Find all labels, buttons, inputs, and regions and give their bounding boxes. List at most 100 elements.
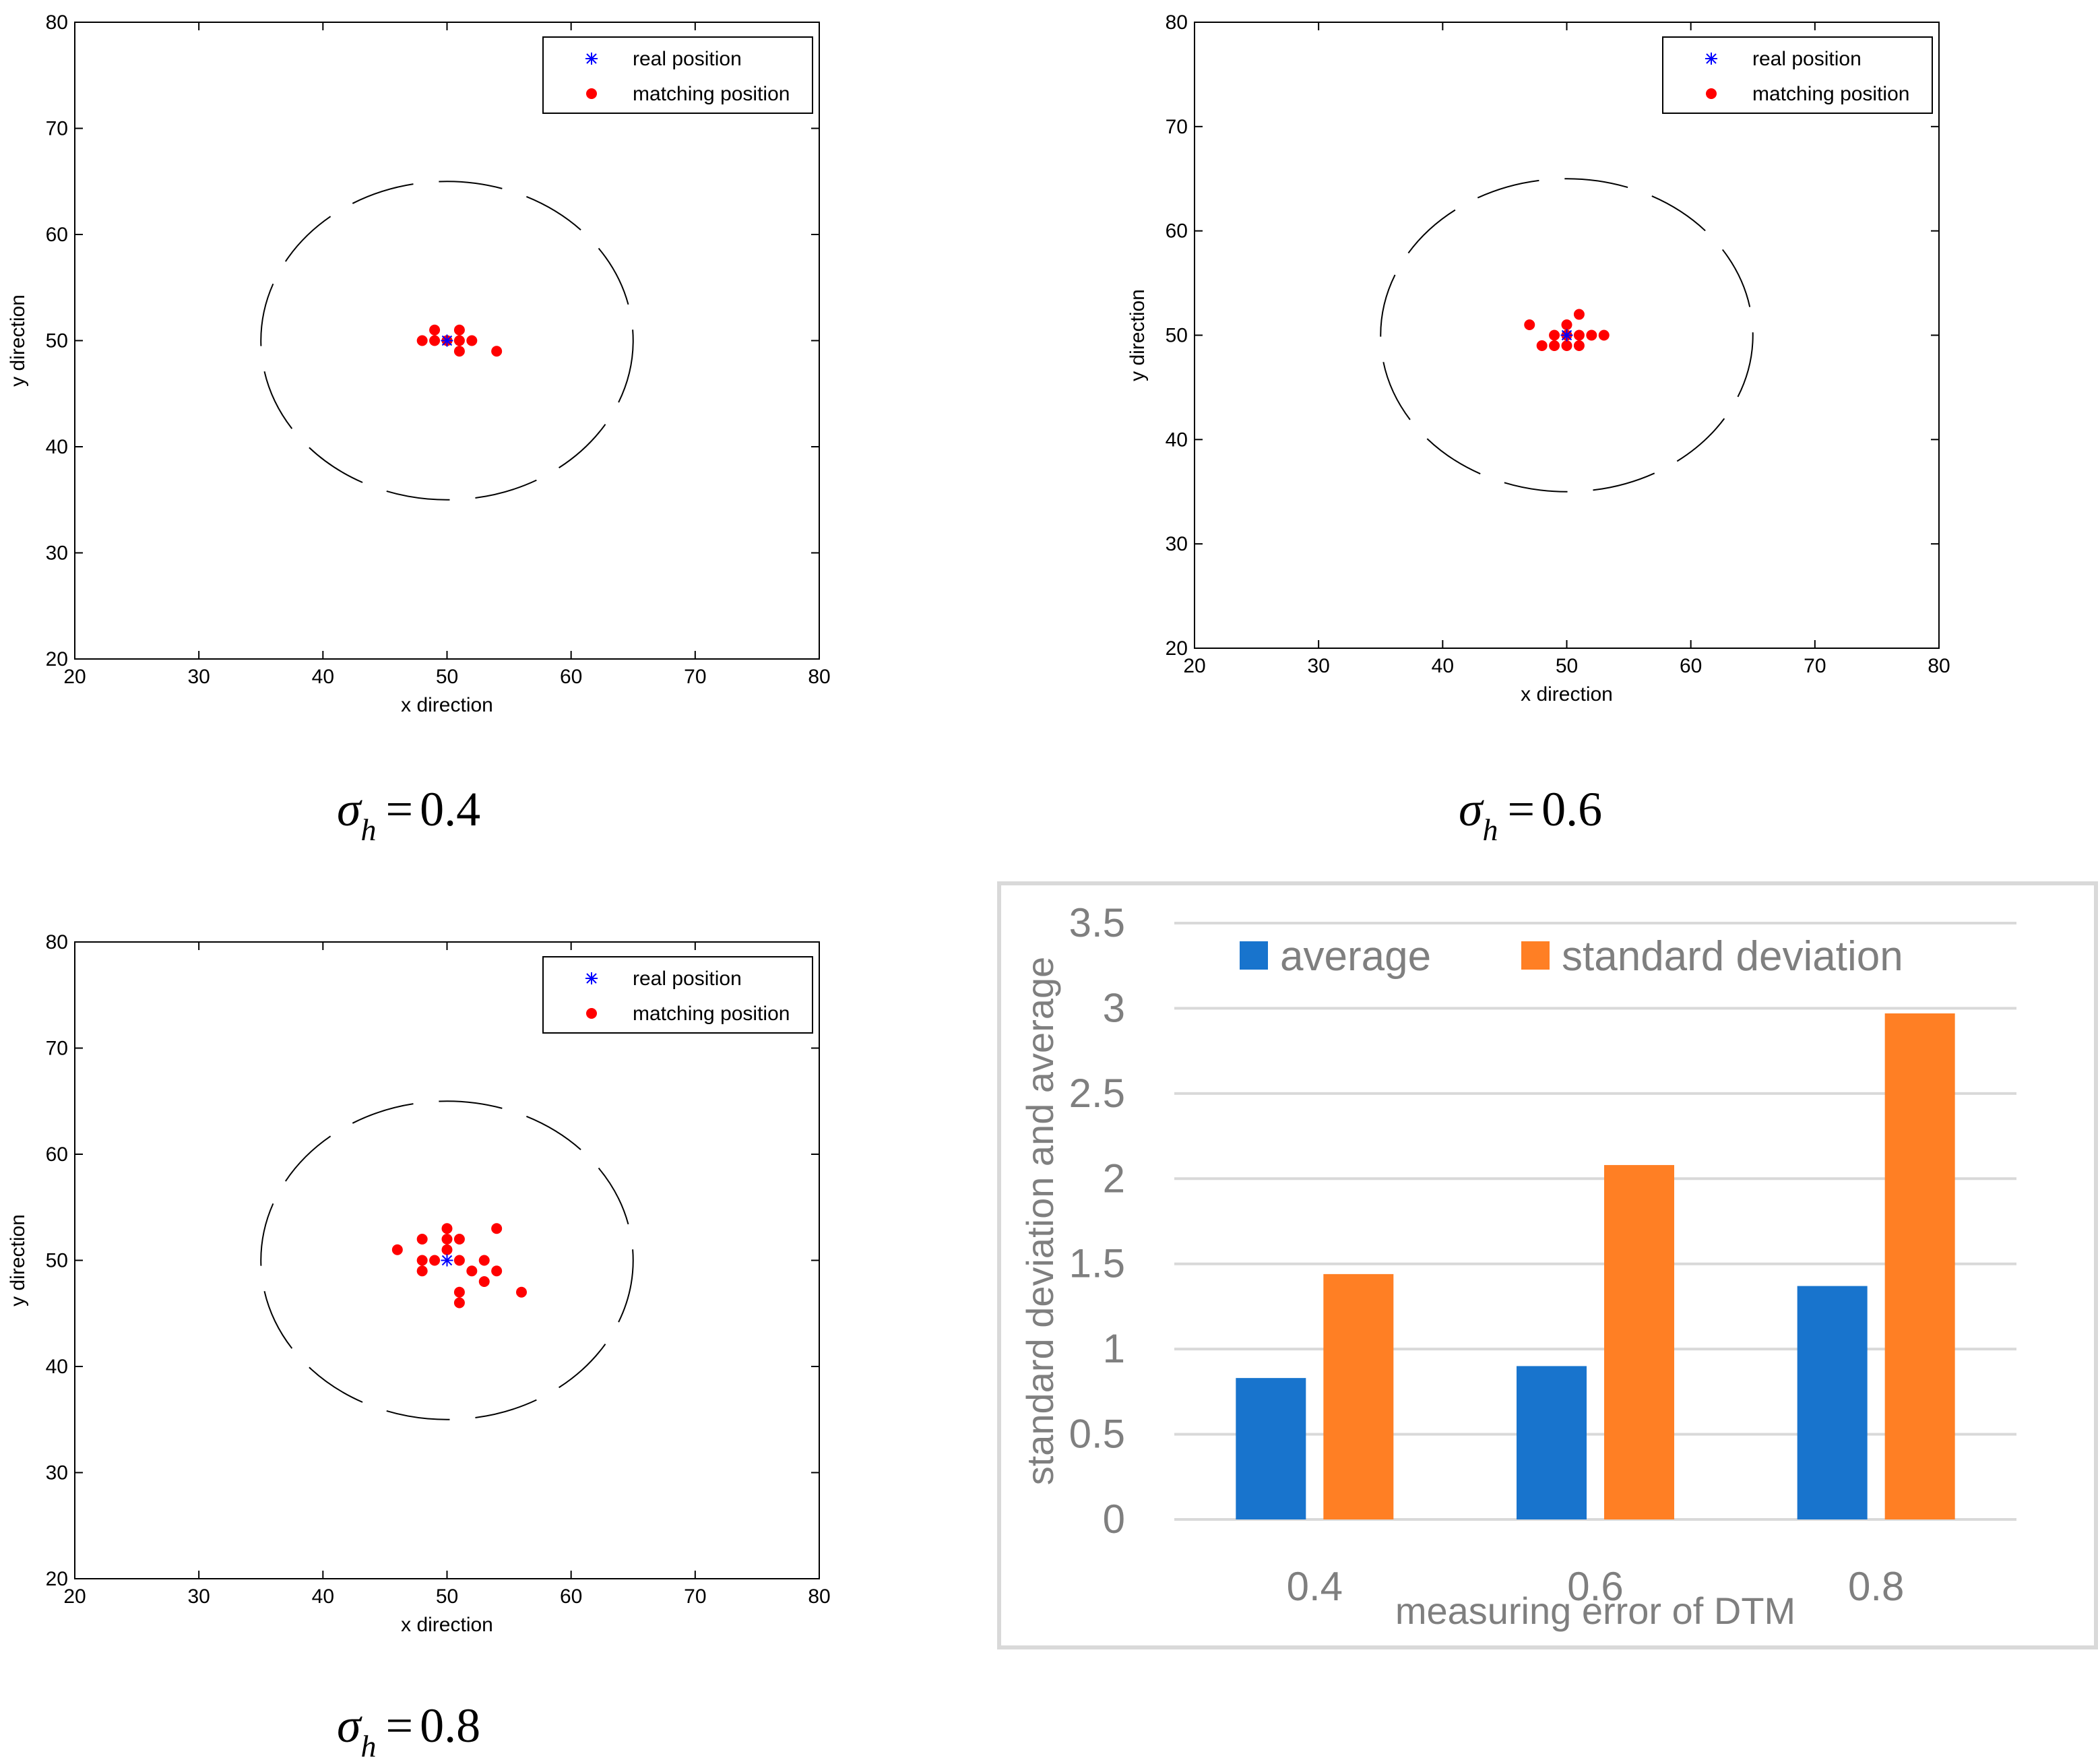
bar-standard-deviation-0.8 bbox=[1884, 1013, 1955, 1519]
legend-box bbox=[542, 956, 813, 1034]
matching-position-point bbox=[1598, 329, 1610, 341]
matching-position-point bbox=[429, 1255, 441, 1266]
matching-position-point bbox=[1573, 329, 1585, 341]
matching-position-point bbox=[1573, 309, 1585, 320]
y-tick-label: 30 bbox=[46, 1462, 68, 1484]
x-tick-label: 50 bbox=[1556, 655, 1578, 677]
y-tick-label: 40 bbox=[46, 1356, 68, 1378]
x-axis-label: measuring error of DTM bbox=[1395, 1590, 1795, 1632]
y-tick-label: 40 bbox=[46, 436, 68, 458]
scatter-panel-sigma-0.6: 20 30 40 50 60 70 80 20 30 40 50 60 70 80 x direction y… bbox=[1126, 11, 1950, 847]
matching-position-point bbox=[429, 335, 441, 346]
dashed-circle bbox=[1380, 178, 1754, 493]
x-tick-label: 60 bbox=[1680, 655, 1702, 677]
matching-position-point bbox=[453, 1255, 465, 1266]
x-tick-label: 40 bbox=[1432, 655, 1454, 677]
y-tick-label: 3 bbox=[1103, 985, 1125, 1030]
bar-standard-deviation-0.6 bbox=[1604, 1165, 1674, 1519]
real-position-point bbox=[441, 334, 453, 347]
x-tick-label: 60 bbox=[560, 666, 582, 688]
x-axis-label: x direction bbox=[1521, 683, 1613, 705]
matching-position-point bbox=[478, 1276, 490, 1287]
panel-caption: σh = 0.8 bbox=[337, 1699, 480, 1762]
matching-position-point bbox=[441, 1244, 453, 1255]
real-position-point bbox=[441, 1254, 453, 1267]
y-tick-label: 80 bbox=[1166, 11, 1188, 34]
y-tick-label: 50 bbox=[1166, 325, 1188, 347]
legend-matching-marker bbox=[1706, 88, 1717, 99]
x-tick-label: 70 bbox=[684, 666, 706, 688]
bar-average-0.8 bbox=[1797, 1286, 1868, 1519]
x-tick-label: 20 bbox=[63, 1585, 86, 1608]
y-tick-label: 30 bbox=[46, 542, 68, 565]
legend-real-marker bbox=[585, 972, 598, 984]
x-tick-label: 20 bbox=[1183, 655, 1205, 677]
x-tick-label: 20 bbox=[63, 666, 86, 688]
legend-matching-label: matching position bbox=[633, 83, 790, 105]
y-tick-label: 60 bbox=[46, 224, 68, 246]
y-tick-label: 50 bbox=[46, 330, 68, 352]
matching-position-point bbox=[453, 335, 465, 346]
matching-position-point bbox=[416, 1265, 428, 1277]
y-axis-label: standard deviation and average bbox=[1019, 957, 1061, 1486]
y-tick-label: 0.5 bbox=[1069, 1412, 1125, 1457]
matching-position-point bbox=[1573, 340, 1585, 351]
y-tick-label: 2.5 bbox=[1069, 1071, 1125, 1116]
matching-position-point bbox=[453, 1286, 465, 1298]
x-tick-label: 70 bbox=[1804, 655, 1826, 677]
y-tick-label: 70 bbox=[1166, 116, 1188, 138]
scatter-panel-sigma-0.4: 20 30 40 50 60 70 80 20 30 40 50 60 70 80 x direction y… bbox=[7, 11, 831, 847]
bar-chart-panel: 0 0.5 1 1.5 2 2.5 3 3.5 0.4 0.6 0.8 measuring error… bbox=[997, 881, 2098, 1649]
matching-position-point bbox=[1586, 329, 1597, 341]
legend-real-label: real position bbox=[633, 48, 742, 70]
y-axis-label: y direction bbox=[7, 1214, 29, 1307]
y-tick-label: 60 bbox=[46, 1143, 68, 1166]
matching-position-point bbox=[416, 335, 428, 346]
y-tick-label: 2 bbox=[1103, 1156, 1125, 1201]
dashed-circle bbox=[260, 1100, 634, 1420]
matching-position-point bbox=[491, 1265, 503, 1277]
legend-box bbox=[542, 36, 813, 114]
y-tick-label: 20 bbox=[1166, 637, 1188, 660]
y-tick-label: 80 bbox=[46, 11, 68, 34]
matching-position-point bbox=[491, 1223, 503, 1234]
x-axis-label: x direction bbox=[401, 694, 493, 716]
y-tick-label: 1 bbox=[1103, 1326, 1125, 1371]
matching-position-point bbox=[441, 1234, 453, 1245]
real-position-point bbox=[1560, 329, 1573, 342]
panel-caption: σh = 0.4 bbox=[337, 782, 480, 847]
matching-position-point bbox=[1549, 340, 1560, 351]
y-tick-label: 70 bbox=[46, 118, 68, 140]
x-tick-label: 80 bbox=[1928, 655, 1950, 677]
x-tick-label: 30 bbox=[187, 666, 210, 688]
matching-position-point bbox=[453, 1234, 465, 1245]
x-tick-label: 80 bbox=[808, 1585, 830, 1608]
x-tick-label: 30 bbox=[187, 1585, 210, 1608]
legend-real-label: real position bbox=[1752, 48, 1862, 70]
y-tick-label: 20 bbox=[46, 648, 68, 670]
y-tick-label: 60 bbox=[1166, 220, 1188, 243]
x-tick-label: 30 bbox=[1307, 655, 1329, 677]
matching-position-point bbox=[1536, 340, 1548, 351]
y-tick-label: 0 bbox=[1103, 1497, 1125, 1542]
matching-position-point bbox=[1524, 319, 1535, 331]
matching-position-point bbox=[416, 1255, 428, 1266]
scatter-panel-sigma-0.8: 20 30 40 50 60 70 80 20 30 40 50 60 70 80 x direction y… bbox=[7, 931, 831, 1762]
y-tick-label: 3.5 bbox=[1069, 900, 1125, 945]
y-tick-label: 50 bbox=[46, 1250, 68, 1272]
bar-average-0.6 bbox=[1517, 1366, 1587, 1519]
y-axis-label: y direction bbox=[1126, 289, 1149, 381]
y-tick-label: 40 bbox=[1166, 429, 1188, 451]
x-tick-label: 70 bbox=[684, 1585, 706, 1608]
x-tick-label: 80 bbox=[808, 666, 830, 688]
bar-standard-deviation-0.4 bbox=[1323, 1273, 1394, 1519]
legend-matching-marker bbox=[586, 88, 597, 99]
legend-average-swatch bbox=[1240, 941, 1268, 970]
y-tick-label: 1.5 bbox=[1069, 1241, 1125, 1286]
matching-position-point bbox=[1549, 329, 1560, 341]
legend-real-marker bbox=[585, 53, 598, 65]
y-axis-label: y direction bbox=[7, 294, 29, 387]
matching-position-point bbox=[391, 1244, 403, 1255]
x-tick-label: 40 bbox=[312, 666, 334, 688]
